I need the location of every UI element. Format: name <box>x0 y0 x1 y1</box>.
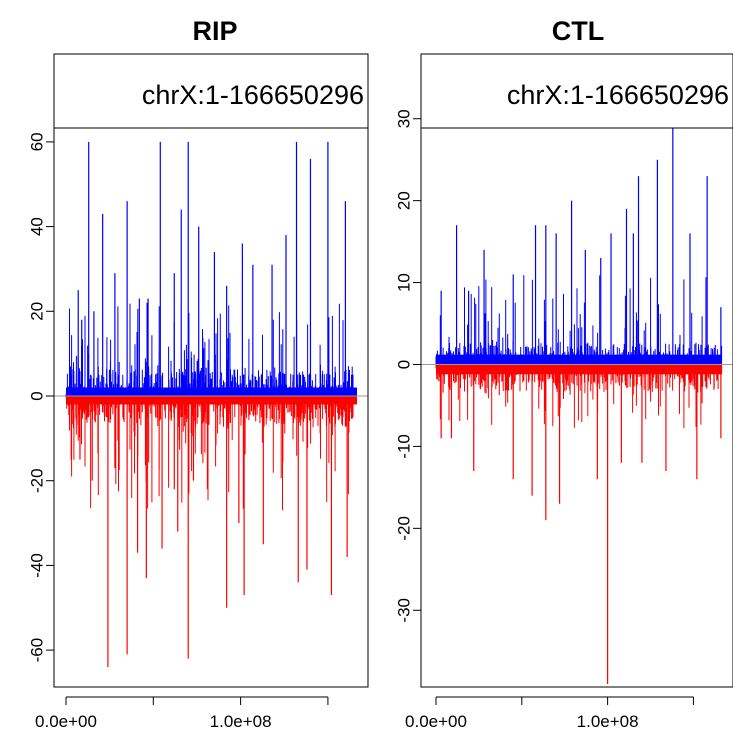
y-tick-label: 20 <box>394 191 413 210</box>
rip-region-strip <box>53 53 369 129</box>
background-positive-bars <box>65 302 357 396</box>
y-tick-label: -10 <box>394 434 413 459</box>
y-tick-label: 10 <box>394 273 413 292</box>
rip-panel-marks <box>65 141 357 668</box>
background-negative-bars <box>65 396 357 511</box>
background-positive-bars <box>435 275 723 365</box>
y-tick-label: 0 <box>27 391 46 400</box>
x-tick-label: 0.0e+00 <box>405 712 467 731</box>
ctl-panel: CTL chrX:1-166650296 -30 -20 -10 0 10 20 30 0.… <box>394 16 733 731</box>
y-tick-label: -40 <box>27 553 46 578</box>
x-tick-label: 1.0e+08 <box>577 712 639 731</box>
ctl-x-axis: 0.0e+00 1.0e+08 <box>405 696 694 731</box>
x-tick-label: 0.0e+00 <box>35 712 97 731</box>
x-tick-label: 1.0e+08 <box>210 712 272 731</box>
ctl-y-axis: -30 -20 -10 0 10 20 30 <box>394 109 421 623</box>
rip-panel-title: RIP <box>192 16 237 46</box>
ctl-panel-marks <box>435 128 723 684</box>
y-tick-label: 40 <box>27 217 46 236</box>
y-tick-label: -20 <box>27 468 46 493</box>
y-tick-label: 20 <box>27 302 46 321</box>
y-tick-label: 60 <box>27 132 46 151</box>
ctl-panel-title: CTL <box>552 16 604 46</box>
rip-region-label: chrX:1-166650296 <box>142 80 364 110</box>
y-tick-label: -30 <box>394 598 413 623</box>
rip-panel: RIP chrX:1-166650296 -60 -40 -20 0 20 40 60 0.… <box>27 16 369 731</box>
rip-x-axis: 0.0e+00 1.0e+08 <box>35 696 329 731</box>
y-tick-label: 30 <box>394 109 413 128</box>
y-tick-label: 0 <box>394 360 413 369</box>
rip-y-axis: -60 -40 -20 0 20 40 60 <box>27 132 54 662</box>
ctl-region-strip <box>420 53 733 129</box>
negative-baseline-band <box>66 396 357 405</box>
ctl-region-label: chrX:1-166650296 <box>507 80 729 110</box>
y-tick-label: -20 <box>394 516 413 541</box>
positive-baseline-band <box>436 354 722 365</box>
negative-baseline-band <box>436 364 722 375</box>
positive-baseline-band <box>66 387 357 396</box>
y-tick-label: -60 <box>27 638 46 663</box>
